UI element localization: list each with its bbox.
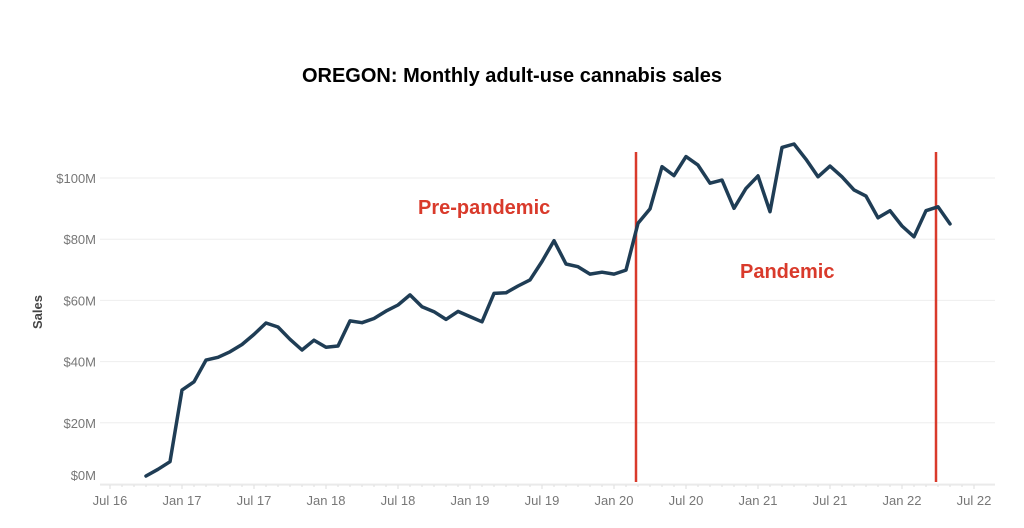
x-tick-label: Jan 19: [450, 493, 489, 508]
x-tick-label: Jul 20: [669, 493, 704, 508]
x-tick-label: Jul 17: [237, 493, 272, 508]
y-tick-label: $0M: [71, 468, 96, 483]
y-tick-label: $60M: [63, 293, 96, 308]
y-tick-label: $40M: [63, 355, 96, 370]
x-tick-label: Jan 22: [882, 493, 921, 508]
x-tick-label: Jul 19: [525, 493, 560, 508]
chart-title: OREGON: Monthly adult-use cannabis sales: [302, 65, 722, 87]
x-tick-label: Jul 16: [93, 493, 128, 508]
x-tick-label: Jan 20: [594, 493, 633, 508]
x-tick-label: Jan 18: [306, 493, 345, 508]
y-tick-label: $80M: [63, 232, 96, 247]
x-tick-label: Jul 22: [957, 493, 992, 508]
x-tick-label: Jul 21: [813, 493, 848, 508]
x-tick-label: Jan 17: [162, 493, 201, 508]
x-tick-label: Jan 21: [738, 493, 777, 508]
sales-series-line: [144, 142, 952, 478]
x-tick-label: Jul 18: [381, 493, 416, 508]
y-tick-label: $20M: [63, 416, 96, 431]
annotation-pre-pandemic: Pre-pandemic: [418, 197, 550, 219]
y-axis-label: Sales: [30, 295, 45, 329]
y-tick-label: $100M: [56, 171, 96, 186]
annotation-pandemic: Pandemic: [740, 261, 834, 283]
